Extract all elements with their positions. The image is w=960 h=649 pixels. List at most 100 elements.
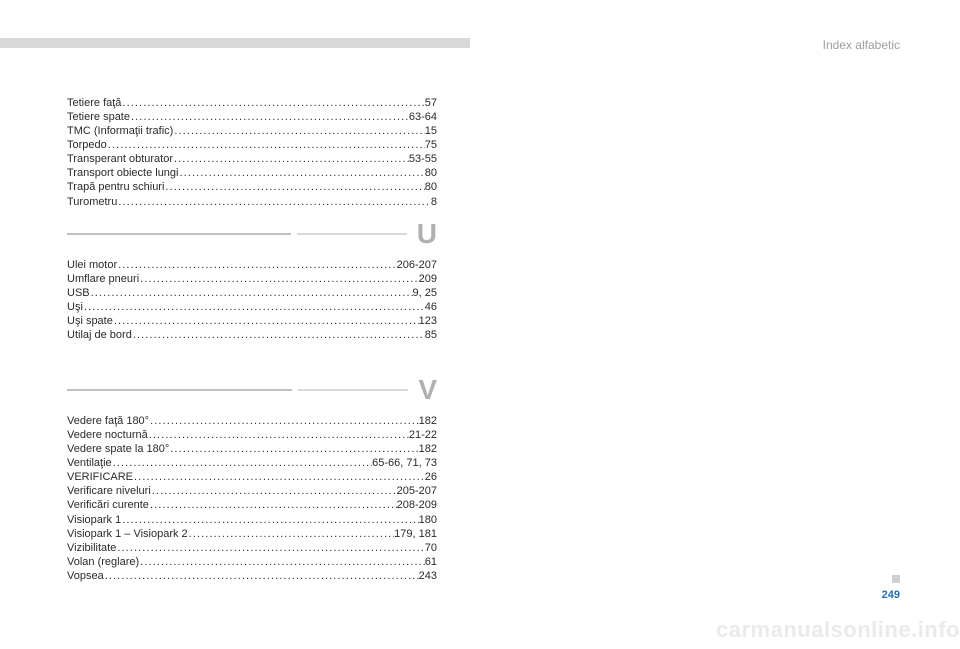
page-number: 249 (882, 589, 900, 601)
entry-page: 182 (419, 442, 437, 456)
index-entry: Vedere faţă 180°........................… (67, 414, 437, 428)
index-entry: Transperant obturator...................… (67, 152, 437, 166)
entry-page: 8 (431, 195, 437, 209)
index-entry: Vopsea..................................… (67, 569, 437, 583)
leader-dots: ........................................… (90, 286, 413, 300)
leader-dots: ........................................… (107, 138, 425, 152)
entry-label: VERIFICARE (67, 470, 133, 484)
entry-page: 179, 181 (394, 527, 437, 541)
entry-page: 205-207 (397, 484, 437, 498)
leader-dots: ........................................… (173, 152, 409, 166)
leader-dots: ........................................… (117, 258, 397, 272)
entry-page: 61 (425, 555, 437, 569)
leader-dots: ........................................… (149, 414, 419, 428)
section-rule (297, 233, 407, 235)
entry-page: 9, 25 (413, 286, 437, 300)
top-gray-bar (0, 38, 470, 48)
entry-label: Vedere spate la 180° (67, 442, 169, 456)
leader-dots: ........................................… (116, 541, 424, 555)
section-letter: U (417, 220, 437, 248)
entry-page: 85 (425, 328, 437, 342)
leader-dots: ........................................… (133, 470, 425, 484)
index-entry: Turometru...............................… (67, 195, 437, 209)
entry-label: Verificare niveluri (67, 484, 151, 498)
entry-label: Tetiere spate (67, 110, 130, 124)
entry-page: 180 (419, 513, 437, 527)
index-block-t: Tetiere faţă............................… (67, 96, 437, 209)
section-letter: V (418, 376, 437, 404)
entry-page: 243 (419, 569, 437, 583)
index-entry: Utilaj de bord..........................… (67, 328, 437, 342)
leader-dots: ........................................… (121, 96, 424, 110)
entry-label: Tetiere faţă (67, 96, 121, 110)
entry-page: 80 (425, 180, 437, 194)
index-entry: Verificări curente......................… (67, 498, 437, 512)
entry-label: Uşi spate (67, 314, 113, 328)
leader-dots: ........................................… (169, 442, 418, 456)
leader-dots: ........................................… (188, 527, 395, 541)
corner-square-icon (892, 575, 900, 583)
section-rule (67, 233, 291, 235)
entry-label: Transport obiecte lungi (67, 166, 179, 180)
leader-dots: ........................................… (104, 569, 419, 583)
leader-dots: ........................................… (164, 180, 424, 194)
index-entry: Vedere spate la 180°....................… (67, 442, 437, 456)
entry-page: 75 (425, 138, 437, 152)
entry-label: Visiopark 1 (67, 513, 121, 527)
index-entry: Trapă pentru schiuri....................… (67, 180, 437, 194)
entry-label: Volan (reglare) (67, 555, 139, 569)
index-entry: Visiopark 1.............................… (67, 513, 437, 527)
entry-label: Vedere nocturnă (67, 428, 148, 442)
leader-dots: ........................................… (83, 300, 425, 314)
section-rule (298, 389, 408, 391)
entry-page: 63-64 (409, 110, 437, 124)
entry-label: Vopsea (67, 569, 104, 583)
entry-label: Turometru (67, 195, 117, 209)
index-entry: Uşi.....................................… (67, 300, 437, 314)
index-block-v: Vedere faţă 180°........................… (67, 414, 437, 583)
entry-page: 21-22 (409, 428, 437, 442)
index-entry: TMC (Informaţii trafic).................… (67, 124, 437, 138)
entry-label: Visiopark 1 – Visiopark 2 (67, 527, 188, 541)
index-entry: Tetiere faţă............................… (67, 96, 437, 110)
section-header-u: U (67, 220, 437, 248)
leader-dots: ........................................… (132, 328, 425, 342)
entry-label: Torpedo (67, 138, 107, 152)
index-entry: Verificare niveluri.....................… (67, 484, 437, 498)
entry-label: Trapă pentru schiuri (67, 180, 164, 194)
index-entry: Volan (reglare).........................… (67, 555, 437, 569)
entry-page: 80 (425, 166, 437, 180)
entry-label: Utilaj de bord (67, 328, 132, 342)
entry-label: Ventilaţie (67, 456, 112, 470)
entry-page: 182 (419, 414, 437, 428)
index-entry: USB.....................................… (67, 286, 437, 300)
index-entry: Tetiere spate...........................… (67, 110, 437, 124)
leader-dots: ........................................… (173, 124, 424, 138)
leader-dots: ........................................… (179, 166, 425, 180)
index-block-u: Ulei motor..............................… (67, 258, 437, 342)
index-entry: Ulei motor..............................… (67, 258, 437, 272)
entry-label: Vizibilitate (67, 541, 116, 555)
index-entry: Vizibilitate............................… (67, 541, 437, 555)
entry-label: Uşi (67, 300, 83, 314)
entry-page: 46 (425, 300, 437, 314)
entry-page: 206-207 (397, 258, 437, 272)
index-entry: Ventilaţie..............................… (67, 456, 437, 470)
section-rule (67, 389, 292, 391)
leader-dots: ........................................… (117, 195, 431, 209)
leader-dots: ........................................… (149, 498, 397, 512)
leader-dots: ........................................… (151, 484, 397, 498)
index-entry: VERIFICARE..............................… (67, 470, 437, 484)
entry-label: Umflare pneuri (67, 272, 139, 286)
index-entry: Umflare pneuri..........................… (67, 272, 437, 286)
entry-page: 65-66, 71, 73 (372, 456, 437, 470)
entry-label: TMC (Informaţii trafic) (67, 124, 173, 138)
section-header-v: V (67, 376, 437, 404)
entry-page: 209 (419, 272, 437, 286)
entry-label: Vedere faţă 180° (67, 414, 149, 428)
entry-page: 208-209 (397, 498, 437, 512)
entry-label: Verificări curente (67, 498, 149, 512)
entry-page: 123 (419, 314, 437, 328)
entry-label: Transperant obturator (67, 152, 173, 166)
header-label: Index alfabetic (823, 38, 900, 52)
